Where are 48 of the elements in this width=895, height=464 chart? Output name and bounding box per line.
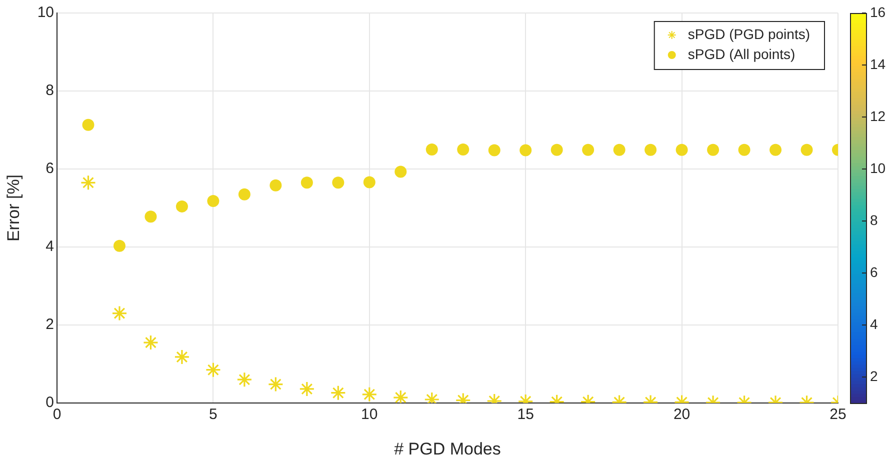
y-tick-label: 4 (46, 238, 54, 256)
y-tick-label: 8 (46, 82, 54, 100)
point (613, 144, 626, 156)
color-bar-label: 12 (870, 108, 886, 124)
point (144, 210, 157, 223)
color-bar-label: 16 (870, 4, 886, 20)
x-tick-label: 25 (830, 406, 846, 424)
point (426, 144, 438, 156)
point (582, 144, 594, 156)
legend-label: sPGD (All points) (688, 46, 796, 62)
point (707, 144, 720, 156)
point (457, 144, 470, 156)
color-bar-label: 6 (870, 264, 878, 280)
point (550, 144, 563, 156)
color-bar-label: 8 (870, 212, 878, 228)
point (207, 194, 220, 207)
y-tick-label: 2 (46, 316, 54, 334)
point (176, 200, 188, 212)
point (770, 144, 782, 156)
point (676, 144, 688, 156)
point (738, 144, 750, 156)
x-tick-label: 20 (673, 406, 690, 424)
x-tick-label: 5 (209, 406, 218, 424)
point (520, 144, 532, 156)
color-bar-label: 14 (870, 56, 886, 72)
point (80, 174, 96, 190)
y-tick-label: 0 (46, 394, 54, 412)
point (800, 144, 813, 156)
x-axis-title: # PGD Modes (394, 439, 501, 458)
x-tick-label: 15 (517, 406, 534, 424)
y-tick-label: 10 (37, 4, 54, 22)
y-tick-label: 6 (46, 160, 54, 178)
color-bar-label: 10 (870, 160, 886, 176)
point (238, 188, 250, 200)
color-bar-label: 4 (870, 316, 878, 332)
legend-label: sPGD (PGD points) (688, 26, 810, 42)
x-tick-label: 10 (361, 406, 378, 424)
point (82, 118, 94, 131)
point (488, 144, 500, 156)
point (644, 144, 657, 156)
point (363, 176, 376, 188)
y-axis-title: Error [%] (4, 174, 23, 242)
color-bar-label: 2 (870, 368, 878, 384)
point (394, 166, 407, 178)
point (113, 240, 126, 252)
point (332, 176, 344, 189)
point (270, 179, 282, 192)
point (300, 176, 313, 189)
